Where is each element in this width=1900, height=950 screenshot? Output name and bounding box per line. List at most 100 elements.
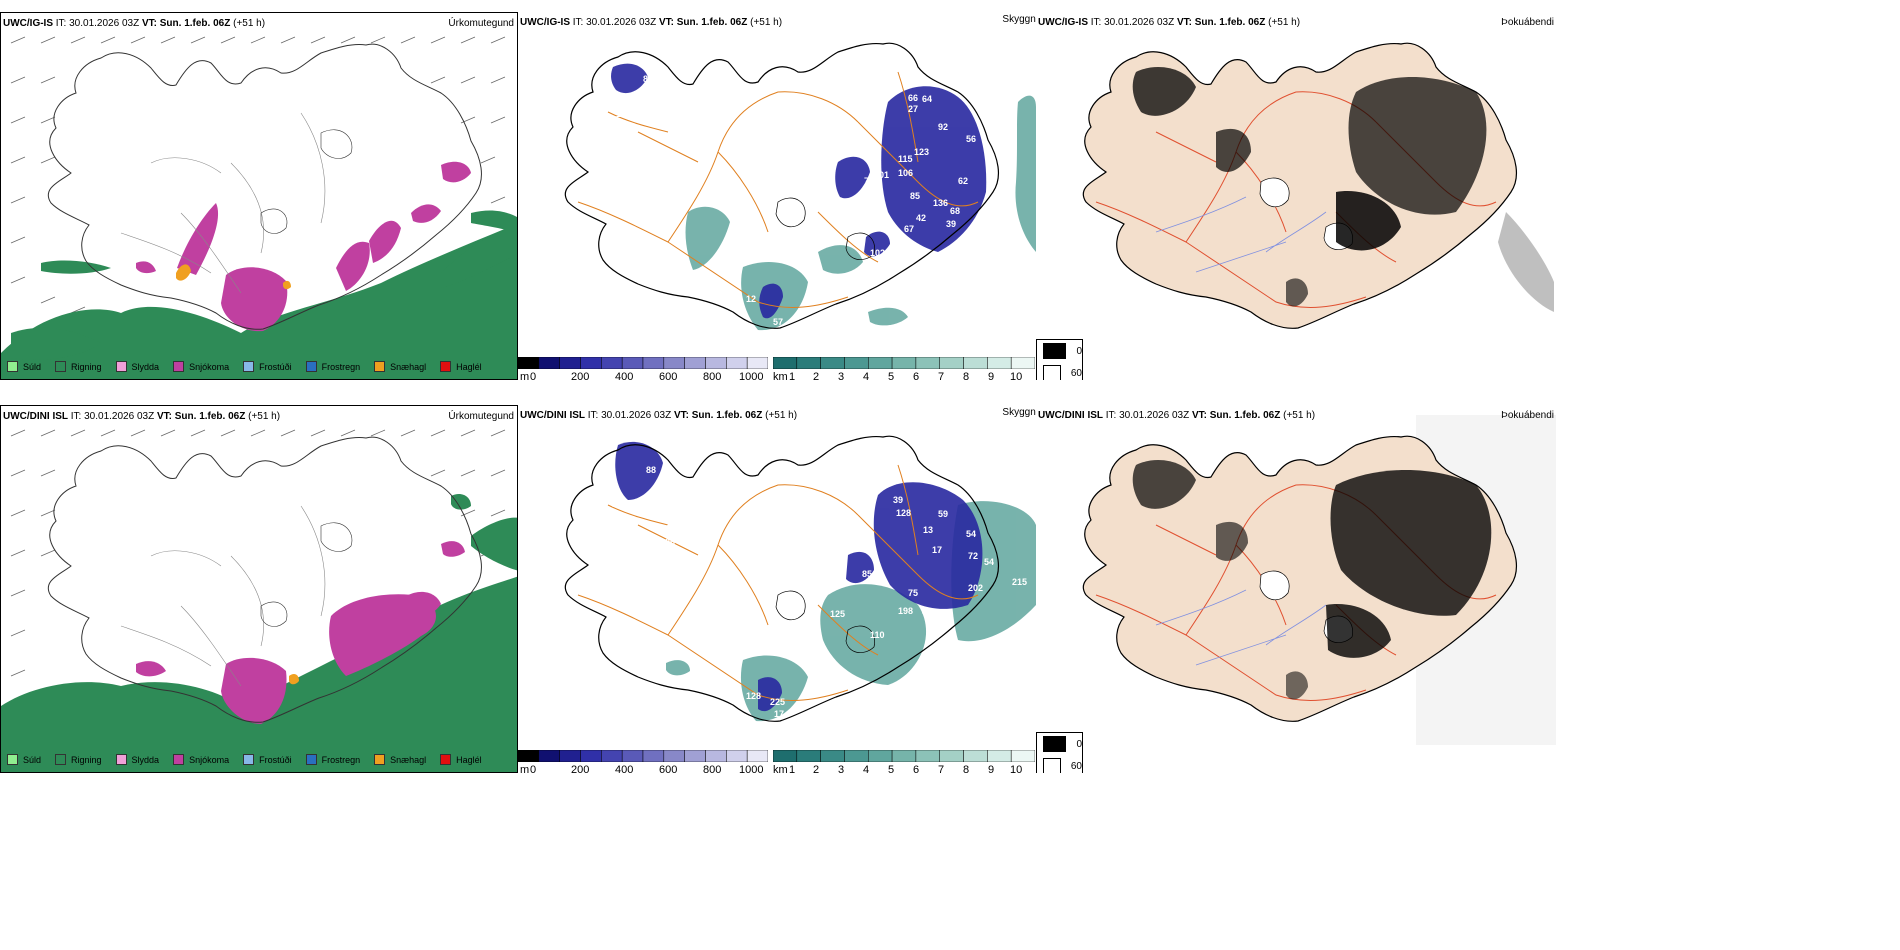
svg-text:64: 64: [922, 94, 932, 104]
graupel-areas: [289, 673, 299, 685]
svg-text:215: 215: [1012, 577, 1027, 587]
colorbar-step: [559, 750, 581, 762]
svg-text:44: 44: [922, 607, 932, 617]
svg-text:66: 66: [908, 93, 918, 103]
panel-vis-top: 82 39 16 66 64 27 92 56 95 83 115 123 77…: [518, 12, 1036, 380]
legend-item: Haglél: [440, 754, 482, 765]
panel-fog-top: UWC/IG-IS IT: 30.01.2026 03Z VT: Sun. 1.…: [1036, 12, 1556, 380]
svg-text:115: 115: [898, 154, 913, 164]
legend-item: Slydda: [115, 361, 159, 372]
colorbar-step: [746, 357, 768, 369]
legend-item: Snæhagl: [374, 361, 426, 372]
ceiling-labels-top: 82 39 16 66 64 27 92 56 95 83 115 123 77…: [616, 74, 976, 327]
svg-text:83: 83: [868, 154, 878, 164]
svg-text:67: 67: [904, 224, 914, 234]
colorbar-step: [963, 357, 988, 369]
svg-text:17: 17: [932, 545, 942, 555]
colorbar-step: [963, 750, 988, 762]
ceiling-labels-bottom: 88 15 29 119 141 106 39 128 13 59 17 54 …: [608, 465, 1027, 719]
svg-text:16: 16: [616, 109, 626, 119]
colorbar-step: [684, 750, 706, 762]
colorbar-step: [705, 750, 727, 762]
colorbar-step: [844, 357, 869, 369]
svg-text:128: 128: [746, 691, 761, 701]
panel-title: Úrkomutegund: [448, 18, 514, 29]
colorbar-step: [796, 357, 821, 369]
visibility-areas: [666, 501, 1036, 722]
svg-text:68: 68: [950, 206, 960, 216]
fog-legend: 0 60: [1036, 732, 1083, 773]
svg-text:225: 225: [770, 697, 785, 707]
panel-vis-bottom: 88 15 29 119 141 106 39 128 13 59 17 54 …: [518, 405, 1036, 773]
colorbar-step: [642, 750, 665, 762]
snow-areas: [136, 161, 471, 332]
ceiling-colorbar-ramp: [518, 357, 768, 369]
colorbar-step: [518, 357, 540, 369]
svg-text:82: 82: [643, 74, 653, 84]
svg-text:198: 198: [898, 606, 913, 616]
legend-item: Slydda: [115, 754, 159, 765]
svg-text:106: 106: [898, 168, 913, 178]
panel-fog-bottom: UWC/DINI ISL IT: 30.01.2026 03Z VT: Sun.…: [1036, 405, 1556, 773]
panel-title: Úrkomutegund: [448, 411, 514, 422]
colorbar-step: [773, 357, 798, 369]
colorbar-step: [621, 357, 644, 369]
legend-item: Frostúði: [243, 361, 292, 372]
legend-item: Snjókoma: [173, 754, 229, 765]
svg-text:56: 56: [966, 134, 976, 144]
panel-header: UWC/DINI ISL IT: 30.01.2026 03Z VT: Sun.…: [1038, 410, 1316, 421]
svg-text:42: 42: [916, 213, 926, 223]
colorbar-step: [538, 357, 560, 369]
legend-item: Frostregn: [305, 361, 360, 372]
colorbar-step: [868, 750, 893, 762]
svg-text:136: 136: [933, 198, 948, 208]
panel-title: Þokuábendi: [1501, 17, 1554, 28]
svg-text:29: 29: [608, 487, 618, 497]
svg-text:110: 110: [870, 630, 885, 640]
svg-text:54: 54: [858, 191, 868, 201]
ptype-legend: Súld Rigning Slydda Snjókoma Frostúði Fr…: [7, 754, 496, 765]
svg-text:85: 85: [910, 191, 920, 201]
svg-text:77: 77: [864, 176, 874, 186]
colorbar-step: [820, 357, 845, 369]
legend-item: Rigning: [55, 754, 102, 765]
svg-text:102: 102: [870, 248, 885, 258]
colorbar-step: [538, 750, 560, 762]
panel-header: UWC/IG-IS IT: 30.01.2026 03Z VT: Sun. 1.…: [1038, 17, 1301, 28]
colorbar-step: [891, 750, 917, 762]
colorbar-step: [1010, 357, 1035, 369]
panel-header: UWC/DINI ISL IT: 30.01.2026 03Z VT: Sun.…: [3, 411, 281, 422]
svg-text:88: 88: [646, 465, 656, 475]
legend-item: Súld: [7, 361, 41, 372]
colorbar-step: [705, 357, 727, 369]
panel-ptype-bottom: UWC/DINI ISL IT: 30.01.2026 03Z VT: Sun.…: [0, 405, 518, 773]
legend-item: Súld: [7, 754, 41, 765]
map-ptype-bottom: [1, 429, 517, 772]
visibility-colorbar-ramp: [773, 357, 1035, 369]
fog-legend: 0 60: [1036, 339, 1083, 380]
panel-header: UWC/DINI ISL IT: 30.01.2026 03Z VT: Sun.…: [520, 410, 798, 421]
colorbar-step: [796, 750, 821, 762]
panel-ptype-top: UWC/IG-IS IT: 30.01.2026 03Z VT: Sun. 1.…: [0, 12, 518, 380]
legend-item: Snjókoma: [173, 361, 229, 372]
colorbar-step: [773, 750, 798, 762]
svg-text:27: 27: [908, 104, 918, 114]
panel-title: Skyggni: [1002, 14, 1036, 25]
svg-text:119: 119: [612, 499, 627, 509]
colorbar-step: [601, 357, 623, 369]
colorbar-step: [987, 357, 1012, 369]
colorbar-step: [518, 750, 540, 762]
colorbar-step: [726, 357, 748, 369]
svg-text:35: 35: [828, 213, 838, 223]
svg-text:85: 85: [862, 569, 872, 579]
svg-text:106: 106: [660, 537, 675, 547]
svg-text:123: 123: [914, 147, 929, 157]
ceiling-colorbar: m 0 200 400 600 800 1000: [518, 357, 768, 380]
fog-areas: [1132, 460, 1492, 700]
svg-text:12: 12: [746, 294, 756, 304]
map-fog-top: [1036, 12, 1554, 380]
colorbar-step: [726, 750, 748, 762]
svg-text:54: 54: [984, 557, 994, 567]
svg-text:39: 39: [946, 219, 956, 229]
ptype-legend: Súld Rigning Slydda Snjókoma Frostúði Fr…: [7, 361, 496, 372]
